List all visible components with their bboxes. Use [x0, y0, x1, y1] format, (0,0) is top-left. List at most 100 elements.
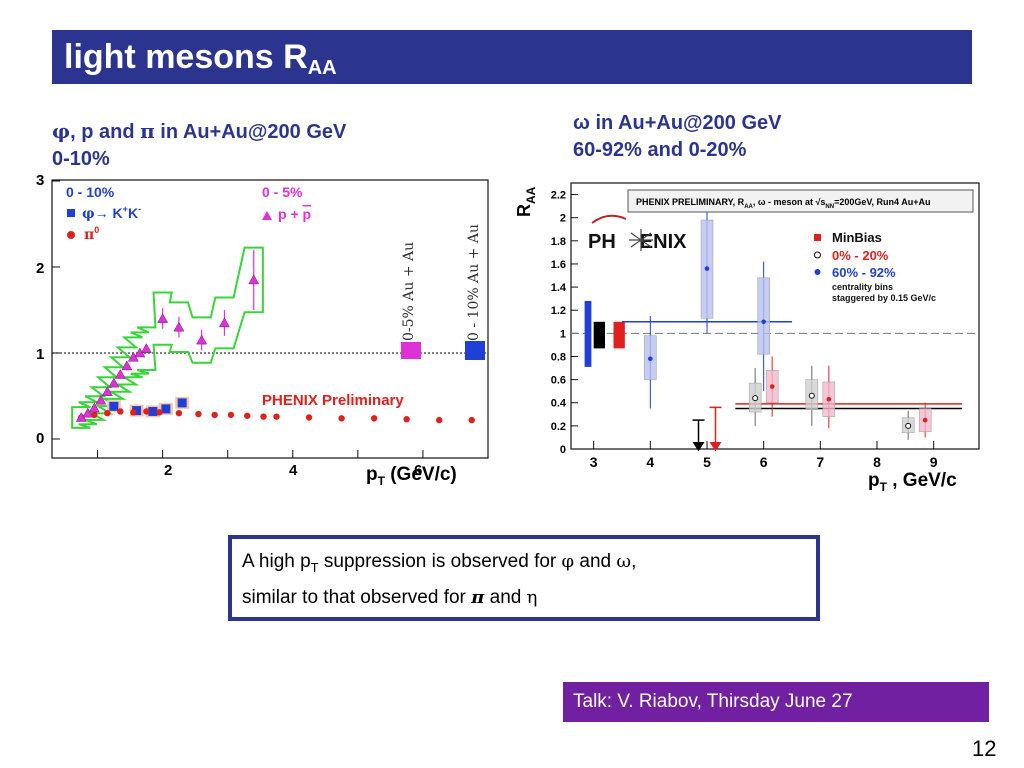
proton-data-point	[114, 368, 126, 379]
data-point	[752, 395, 759, 402]
left-chart-caption: φ, p and π in Au+Au@200 GeV 0-10%	[52, 119, 347, 170]
y-tick-label: 1.4	[551, 282, 567, 294]
legend-entry-minbias: MinBias	[832, 230, 882, 245]
x-axis-label: pT , GeV/c	[868, 470, 957, 494]
legend-note: centrality bins	[832, 282, 893, 292]
phi-data-point	[148, 406, 158, 416]
proton-data-point	[82, 407, 94, 418]
x-tick-label: 7	[816, 454, 824, 470]
pi0-data-point	[244, 412, 251, 419]
y-tick-label: 1.8	[551, 236, 566, 248]
x-tick-label: 5	[703, 454, 711, 470]
vertical-label-0-10: 0 - 10% Au + Au	[466, 224, 482, 341]
systematic-box	[757, 277, 770, 355]
data-point	[905, 422, 912, 429]
phenix-logo-star-icon	[629, 229, 653, 251]
proton-data-point	[95, 394, 107, 405]
norm-box-0-5	[401, 342, 421, 359]
proton-data-point	[108, 377, 120, 388]
conclusion-box: A high pT suppression is observed for φ …	[228, 535, 820, 621]
normalization-box	[584, 300, 592, 367]
y-tick-label: 1	[36, 346, 44, 363]
phenix-logo-swoosh	[591, 214, 627, 224]
legend-title-right: 0 - 5%	[262, 184, 303, 200]
legend-entry-proton: p + p	[278, 206, 311, 222]
legend-title-left: 0 - 10%	[66, 184, 115, 200]
pi0-data-point	[156, 409, 163, 416]
x-tick-label: 4	[289, 462, 298, 479]
arrow-down-icon	[709, 442, 722, 452]
chart-title-box	[627, 189, 974, 213]
right-chart-caption: ω in Au+Au@200 GeV 60-92% and 0-20%	[573, 112, 782, 161]
data-point	[761, 319, 766, 325]
phi-data-point	[177, 398, 187, 408]
arrow-down-icon	[692, 442, 705, 452]
y-tick-label: 1.2	[551, 305, 566, 317]
y-tick-label: 0	[36, 430, 44, 447]
pi0-data-point	[435, 416, 443, 424]
left-chart: 3 2 1 0 2 4 6 pT (GeV/c) 0 - 10% φ→ K+K-…	[36, 172, 489, 488]
pi0-data-point	[273, 413, 280, 420]
proton-data-point	[157, 313, 169, 323]
y-tick-label: 2.2	[551, 190, 566, 202]
data-point	[922, 417, 928, 423]
y-tick-label: 2	[560, 213, 566, 225]
legend-entry-pi0: π0	[84, 225, 99, 243]
legend-marker-pi0	[67, 231, 75, 239]
normalization-box	[593, 321, 605, 349]
phi-data-point	[109, 401, 119, 411]
pi0-data-point	[227, 411, 235, 419]
proton-data-point	[121, 360, 133, 371]
legend-marker-minbias	[814, 234, 821, 241]
proton-data-point	[101, 386, 113, 396]
x-tick-label: 4	[646, 454, 654, 470]
norm-box-0-10	[465, 341, 485, 360]
y-tick-label: 0.8	[551, 351, 566, 363]
data-point	[704, 266, 710, 271]
x-tick-label: 2	[164, 462, 172, 479]
pi0-data-point	[130, 409, 137, 416]
proton-data-point	[88, 402, 100, 413]
pi0-data-point	[195, 410, 202, 418]
vertical-label-0-5: 0-5% Au + Au	[401, 242, 417, 341]
pi0-data-point	[175, 410, 183, 417]
data-point	[769, 384, 775, 389]
legend-marker-60-92	[814, 269, 821, 275]
x-axis-label: pT (GeV/c)	[366, 464, 457, 488]
proton-data-point	[219, 317, 230, 328]
data-point	[808, 392, 815, 399]
talk-reference: Talk: V. Riabov, Thirsday June 27	[563, 682, 989, 722]
legend-marker-0-20	[814, 251, 821, 259]
y-tick-label: 1	[560, 328, 566, 340]
legend-entry-60-92: 60% - 92%	[832, 265, 896, 280]
normalization-box	[613, 321, 625, 349]
x-tick-label: 3	[590, 454, 598, 470]
pi0-data-point	[117, 408, 124, 415]
pi0-data-point	[260, 413, 267, 420]
x-tick-label: 9	[930, 454, 938, 470]
pi0-data-point	[468, 416, 475, 424]
y-tick-label: 1.6	[551, 259, 566, 271]
y-tick-label: 0	[560, 444, 566, 456]
pi0-data-point	[211, 411, 218, 419]
page-number: 12	[972, 736, 997, 761]
y-axis-label: RAA	[514, 186, 538, 217]
legend-marker-phi	[67, 209, 75, 217]
y-tick-label: 0.2	[551, 421, 566, 433]
legend-marker-proton	[262, 211, 272, 220]
phenix-preliminary-label: PHENIX Preliminary	[262, 392, 404, 409]
phenix-logo: PH ENIX	[588, 231, 687, 253]
proton-data-point	[140, 343, 152, 353]
legend-entry-0-20: 0% - 20%	[832, 248, 889, 263]
pi0-data-point	[143, 408, 150, 415]
data-point	[648, 356, 653, 362]
pi0-data-point	[305, 414, 313, 421]
pi0-data-point	[338, 415, 345, 422]
pi0-data-point	[370, 415, 378, 422]
proton-data-point	[173, 321, 185, 332]
x-tick-label: 6	[414, 462, 422, 479]
phi-data-point	[161, 404, 171, 414]
legend-entry-phi: φ→ K+K-	[82, 204, 141, 222]
pi0-data-point	[104, 410, 111, 417]
data-point	[826, 396, 832, 402]
